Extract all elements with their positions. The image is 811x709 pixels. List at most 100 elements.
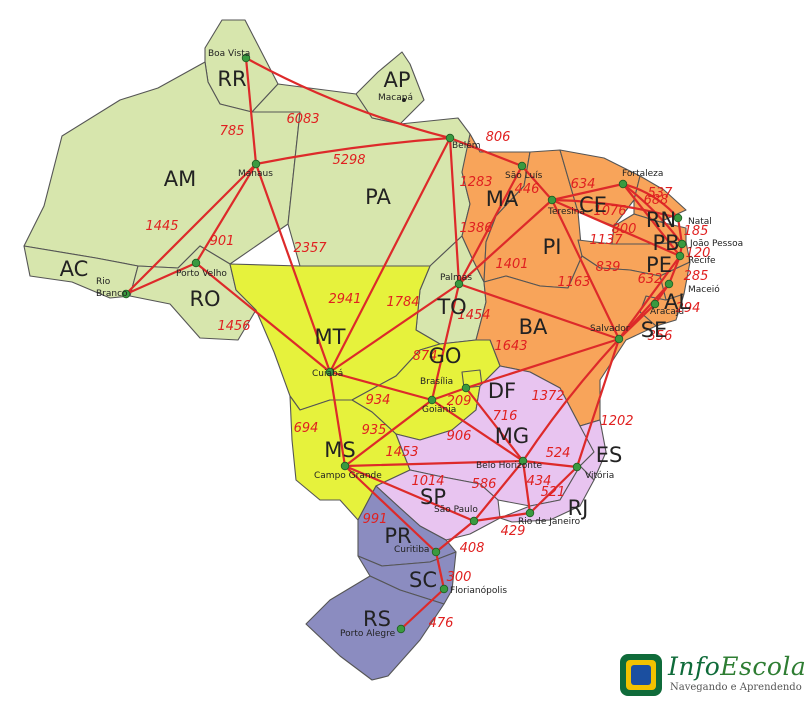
distance-label-vitoria-riodejaneiro: 521 bbox=[541, 485, 566, 500]
route-boavista-manaus bbox=[244, 56, 258, 166]
route-portovelho-cuiaba bbox=[194, 261, 332, 374]
route-teresina-natal bbox=[550, 198, 680, 220]
distance-label-goiania-belohorizonte: 906 bbox=[447, 429, 472, 444]
state-label-ms: MS bbox=[324, 438, 355, 462]
city-label-campogrande: Campo Grande bbox=[314, 471, 382, 481]
distance-label-teresina-recife: 1137 bbox=[589, 233, 623, 248]
distance-label-saoluis-palmas: 1386 bbox=[459, 221, 492, 236]
route-teresina-fortaleza bbox=[550, 182, 625, 202]
city-label-belem: Belém bbox=[452, 140, 481, 151]
route-manaus-portovelho bbox=[194, 162, 258, 265]
distance-label-recife-maceio: 285 bbox=[684, 269, 709, 284]
distance-label-salvador-vitoria: 1202 bbox=[600, 414, 633, 429]
route-florianopolis-portoalegre bbox=[399, 587, 446, 631]
route-brasilia-salvador bbox=[464, 337, 621, 390]
city-marker-maceio bbox=[664, 279, 674, 289]
distance-label-teresina-salvador: 1163 bbox=[557, 275, 590, 290]
route-portovelho-riobranco bbox=[124, 261, 198, 296]
distance-label-saoluis-teresina: 446 bbox=[515, 182, 540, 197]
city-label-salvador: Salvador bbox=[590, 324, 630, 334]
route-manaus-belem bbox=[254, 136, 452, 166]
route-saopaulo-curitiba bbox=[434, 519, 476, 554]
route-salvador-vitoria bbox=[575, 337, 621, 469]
route-goiania-campogrande bbox=[343, 398, 434, 468]
city-label-florianopolis: Florianópolis bbox=[450, 585, 507, 596]
route-campogrande-curitiba bbox=[343, 464, 438, 554]
city-marker-palmas bbox=[454, 279, 464, 289]
city-label-cuiaba: Cuiabá bbox=[312, 369, 343, 379]
distance-label-maceio-aracaju: 294 bbox=[676, 301, 701, 316]
distance-label-brasilia-belohorizonte: 716 bbox=[493, 409, 518, 424]
distance-label-natal-joaopessoa: 185 bbox=[684, 224, 709, 239]
route-manaus-cuiaba bbox=[254, 162, 332, 374]
city-label-saoluis: São Luís bbox=[505, 171, 543, 181]
state-label-ce: CE bbox=[579, 193, 607, 217]
city-label-portovelho: Porto Velho bbox=[176, 269, 227, 279]
city-marker-aracaju bbox=[650, 299, 660, 309]
city-label-riobranco-line2: Branco bbox=[96, 289, 128, 299]
route-manaus-riobranco bbox=[124, 162, 258, 296]
distance-label-joaopessoa-recife: 120 bbox=[686, 246, 711, 261]
state-label-ba: BA bbox=[519, 315, 548, 339]
distance-label-aracaju-salvador: 356 bbox=[648, 329, 673, 344]
distance-label-belohorizonte-saopaulo: 586 bbox=[472, 477, 497, 492]
route-fortaleza-natal bbox=[621, 182, 680, 220]
city-marker-recife bbox=[675, 251, 685, 261]
distance-label-campogrande-curitiba: 991 bbox=[363, 512, 388, 527]
route-fortaleza-joaopessoa bbox=[621, 182, 684, 246]
route-belohorizonte-saopaulo bbox=[472, 459, 525, 523]
distance-label-campogrande-saopaulo: 1014 bbox=[411, 474, 444, 489]
city-label-macapa: Macapá bbox=[378, 93, 413, 103]
route-campogrande-belohorizonte bbox=[343, 459, 525, 468]
route-saoluis-teresina bbox=[520, 164, 554, 202]
distance-label-fortaleza-natal: 537 bbox=[648, 186, 674, 201]
distance-label-portovelho-cuiaba: 1456 bbox=[217, 319, 250, 334]
distance-label-fortaleza-recife: 800 bbox=[612, 222, 637, 237]
city-marker-saopaulo bbox=[469, 516, 479, 526]
route-campogrande-saopaulo bbox=[343, 464, 476, 523]
city-label-boavista: Boa Vista bbox=[208, 49, 250, 59]
state-label-pa: PA bbox=[365, 185, 391, 209]
city-marker-salvador bbox=[614, 334, 624, 344]
state-ac bbox=[23, 245, 139, 299]
state-label-rj: RJ bbox=[568, 496, 589, 520]
state-label-sc: SC bbox=[409, 568, 437, 592]
city-marker-fortaleza bbox=[618, 179, 628, 189]
route-belem-palmas bbox=[448, 136, 461, 286]
distance-label-saopaulo-curitiba: 408 bbox=[460, 541, 485, 556]
state-label-mt: MT bbox=[315, 325, 346, 349]
distance-label-florianopolis-portoalegre: 476 bbox=[429, 616, 454, 631]
route-teresina-recife bbox=[550, 198, 682, 258]
distance-label-cuiaba-campogrande: 694 bbox=[294, 421, 319, 436]
distance-label-salvador-belohorizonte: 1372 bbox=[531, 389, 564, 404]
state-label-pr: PR bbox=[384, 524, 411, 548]
city-label-portoalegre: Porto Alegre bbox=[340, 629, 396, 639]
state-rj bbox=[499, 465, 595, 523]
distance-label-brasilia-salvador: 1643 bbox=[494, 339, 527, 354]
route-natal-joaopessoa bbox=[676, 216, 684, 246]
route-belohorizonte-riodejaneiro bbox=[521, 459, 532, 515]
city-marker-joaopessoa bbox=[677, 239, 687, 249]
state-label-ma: MA bbox=[486, 187, 519, 211]
city-marker-cuiaba bbox=[325, 367, 335, 377]
route-teresina-salvador bbox=[550, 198, 621, 341]
route-palmas-goiania bbox=[430, 282, 461, 402]
city-label-palmas: Palmas bbox=[440, 273, 472, 283]
route-brasilia-belohorizonte bbox=[464, 386, 525, 463]
distance-label-recife-salvador: 839 bbox=[596, 260, 621, 275]
city-label-belohorizonte: Belo Horizonte bbox=[476, 461, 543, 471]
infoescola-logo: InfoEscola Navegando e Aprendendo bbox=[620, 652, 806, 702]
city-marker-vitoria bbox=[572, 462, 582, 472]
route-belem-cuiaba bbox=[328, 136, 452, 374]
route-cuiaba-goiania bbox=[328, 370, 434, 402]
state-rs bbox=[305, 575, 445, 681]
city-marker-macapa bbox=[402, 98, 406, 102]
state-label-ac: AC bbox=[60, 257, 89, 281]
state-label-se: SE bbox=[641, 318, 668, 342]
distance-label-teresina-palmas: 1401 bbox=[495, 257, 528, 272]
state-label-rr: RR bbox=[217, 67, 246, 91]
route-palmas-salvador bbox=[457, 282, 621, 341]
logo-badge-icon bbox=[620, 654, 662, 696]
route-palmas-cuiaba bbox=[328, 282, 461, 374]
city-marker-curitiba bbox=[431, 547, 441, 557]
